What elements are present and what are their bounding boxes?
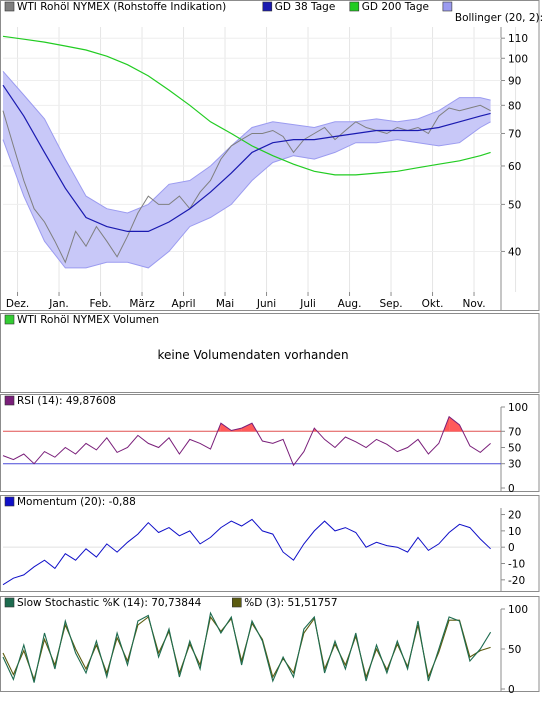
legend-swatch: [4, 496, 15, 507]
y-tick-label: 100: [508, 402, 528, 414]
y-tick-label: 30: [508, 459, 521, 471]
x-tick-label: Nov.: [463, 298, 486, 310]
y-tick-label: 0: [508, 542, 515, 554]
y-tick-label: 10: [508, 526, 521, 538]
y-tick-label: 40: [508, 246, 521, 258]
y-tick-label: 100: [508, 53, 528, 65]
rsi-panel: 0 30 50 70 100 RSI (14): 49,87608: [0, 394, 540, 495]
legend-swatch: [4, 597, 15, 608]
x-tick-label: Okt.: [422, 298, 444, 310]
y-tick-label: 100: [508, 604, 528, 616]
momentum-panel: -20 -10 0 10 20 Momentum (20): -0,88: [0, 495, 540, 592]
series-bb-upper: [2, 70, 491, 214]
y-tick-label: 110: [508, 33, 528, 45]
y-tick-label: 0: [508, 483, 515, 495]
volume-panel: WTI Rohöl NYMEX Volumen keine Volumendate…: [0, 313, 540, 393]
x-tick-label: Feb.: [90, 298, 112, 310]
y-tick-label: 60: [508, 161, 521, 173]
legend-label: %D (3): 51,51757: [244, 597, 337, 609]
series-rsi: [2, 415, 491, 467]
legend-label: GD 38 Tage: [275, 1, 336, 13]
x-tick-label: Juli: [299, 298, 316, 310]
y-tick-label: 50: [508, 199, 521, 211]
y-tick-label: 50: [508, 443, 521, 455]
x-tick-label: April: [172, 298, 196, 310]
x-tick-label: Aug.: [338, 298, 362, 310]
series-stoch-k: [2, 611, 492, 683]
legend-swatch: [4, 314, 15, 325]
legend-swatch: [232, 597, 242, 608]
legend-swatch: [349, 1, 360, 12]
x-tick-label: Jan.: [48, 298, 69, 310]
no-volume-message: keine Volumendaten vorhanden: [157, 348, 348, 362]
y-tick-label: 90: [508, 75, 521, 87]
x-tick-label: März: [129, 298, 155, 310]
x-tick-label: Mai: [216, 298, 234, 310]
y-tick-label: 50: [508, 644, 521, 656]
legend-label: GD 200 Tage: [362, 1, 429, 13]
legend-label: Bollinger (20, 2): 76,71463 - 81,59037: [455, 12, 545, 24]
series-momentum: [2, 518, 491, 586]
legend-swatch: [262, 1, 273, 12]
y-tick-label: 0: [508, 684, 515, 696]
y-tick-label: 70: [508, 426, 521, 438]
volume-frame: [0, 313, 540, 393]
price-panel: 40 50 60 70 80 90 100 110 Dez. Jan. Feb. März April M…: [0, 0, 545, 311]
rsi-overbought-area: [241, 423, 252, 432]
series-gd38: [2, 84, 491, 232]
legend-label: WTI Rohöl NYMEX (Rohstoffe Indikation): [17, 1, 226, 13]
y-tick-label: 80: [508, 100, 521, 112]
series-bb-lower: [2, 121, 491, 269]
x-tick-label: Dez.: [6, 298, 29, 310]
y-tick-label: -20: [508, 575, 525, 587]
x-tick-label: Juni: [256, 298, 276, 310]
legend-swatch: [4, 1, 15, 12]
x-tick-label: Sep.: [379, 298, 402, 310]
y-tick-label: -10: [508, 559, 525, 571]
stochastic-panel: 0 50 100 Slow Stochastic %K (14): 70,73844%…: [0, 596, 540, 696]
legend-label: Slow Stochastic %K (14): 70,73844: [17, 597, 202, 609]
legend-label: RSI (14): 49,87608: [17, 395, 116, 407]
legend-label: WTI Rohöl NYMEX Volumen: [17, 314, 159, 326]
legend-swatch: [4, 395, 15, 406]
legend-swatch: [442, 1, 453, 12]
y-tick-label: 20: [508, 510, 521, 522]
legend-label: Momentum (20): -0,88: [17, 496, 136, 508]
stochastic-frame: [0, 596, 540, 692]
rsi-overbought-area: [449, 416, 460, 432]
momentum-frame: [0, 495, 540, 592]
y-tick-label: 70: [508, 128, 521, 140]
series-gd200: [2, 35, 491, 176]
